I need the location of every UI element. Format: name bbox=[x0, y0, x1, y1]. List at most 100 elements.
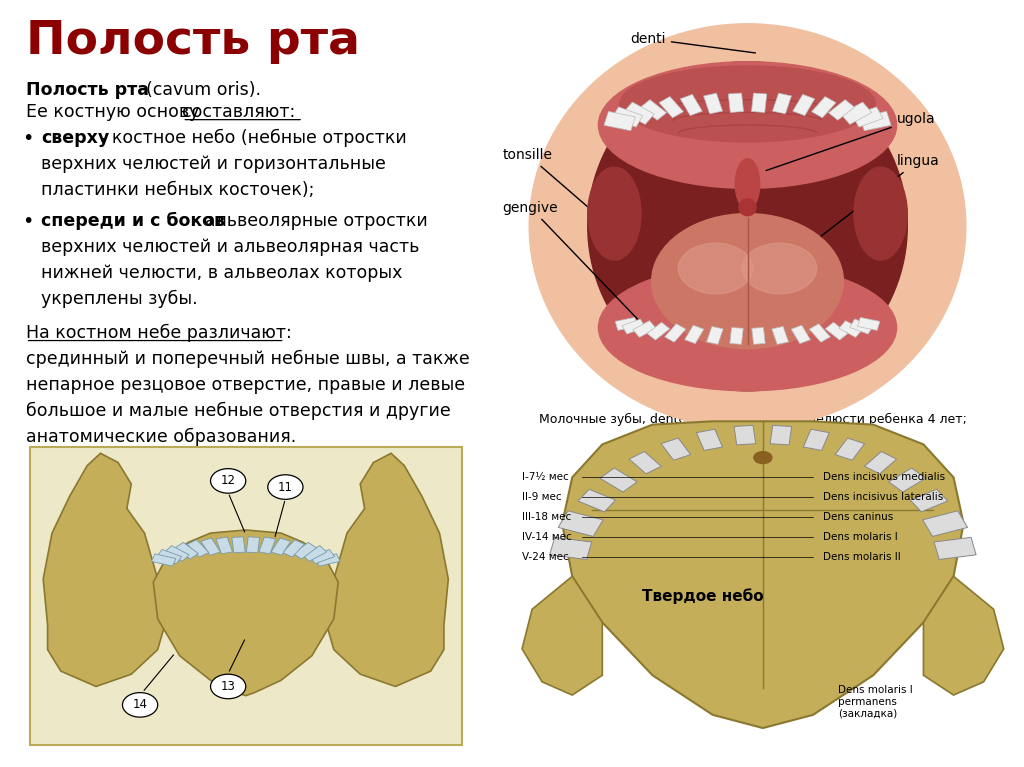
Text: ugola: ugola bbox=[766, 112, 935, 170]
Text: Ее костную основу: Ее костную основу bbox=[26, 103, 205, 120]
Text: II-9 мес: II-9 мес bbox=[522, 492, 561, 502]
Bar bbox=[923, 511, 968, 536]
Bar bbox=[247, 537, 260, 553]
Text: - альвеолярные отростки: - альвеолярные отростки bbox=[193, 212, 427, 229]
Ellipse shape bbox=[529, 24, 966, 429]
Text: III-18 мес: III-18 мес bbox=[522, 512, 571, 522]
Ellipse shape bbox=[678, 243, 753, 294]
Text: Молочные зубы, dentes decidui, верхней челюсти ребенка 4 лет;
                  : Молочные зубы, dentes decidui, верхней ч… bbox=[539, 413, 967, 441]
Bar bbox=[629, 452, 662, 474]
Bar bbox=[696, 430, 723, 450]
Bar bbox=[836, 438, 864, 460]
Bar bbox=[889, 468, 926, 492]
Polygon shape bbox=[154, 530, 338, 696]
Bar bbox=[647, 322, 670, 340]
Bar bbox=[152, 554, 176, 566]
Bar bbox=[558, 511, 603, 536]
Bar bbox=[850, 319, 873, 334]
Text: спереди и с боков: спереди и с боков bbox=[41, 212, 225, 230]
Text: •: • bbox=[23, 212, 34, 231]
Text: нижней челюсти, в альвеолах которых: нижней челюсти, в альвеолах которых bbox=[41, 264, 402, 281]
Bar bbox=[550, 538, 592, 559]
Bar bbox=[165, 545, 189, 561]
Circle shape bbox=[211, 674, 246, 699]
Polygon shape bbox=[43, 453, 167, 686]
Text: lingua: lingua bbox=[781, 154, 939, 267]
Bar bbox=[770, 426, 792, 445]
Ellipse shape bbox=[854, 167, 907, 260]
Ellipse shape bbox=[588, 62, 907, 391]
Bar bbox=[803, 430, 829, 450]
Text: Dens caninus: Dens caninus bbox=[823, 512, 893, 522]
Bar bbox=[812, 97, 836, 118]
Bar bbox=[793, 94, 815, 116]
Ellipse shape bbox=[735, 159, 760, 209]
Bar bbox=[302, 545, 327, 561]
Text: Dens molaris II: Dens molaris II bbox=[823, 551, 901, 561]
Text: пластинки небных косточек);: пластинки небных косточек); bbox=[41, 181, 314, 199]
Bar bbox=[728, 93, 743, 113]
Text: 11: 11 bbox=[278, 481, 293, 493]
Bar bbox=[665, 324, 686, 342]
Bar bbox=[600, 468, 637, 492]
Bar bbox=[680, 94, 702, 116]
Text: I-7½ мес: I-7½ мес bbox=[522, 472, 568, 482]
Text: (cavum oris).: (cavum oris). bbox=[146, 81, 261, 98]
Bar bbox=[633, 321, 656, 337]
Bar bbox=[752, 93, 767, 113]
Bar bbox=[216, 537, 232, 554]
Ellipse shape bbox=[739, 199, 756, 216]
Text: V-24 мес: V-24 мес bbox=[522, 551, 568, 561]
Bar bbox=[685, 325, 703, 344]
Bar bbox=[864, 452, 897, 474]
Ellipse shape bbox=[598, 61, 897, 189]
Text: Dens incisivus medialis: Dens incisivus medialis bbox=[823, 472, 945, 482]
Ellipse shape bbox=[620, 66, 876, 142]
Bar bbox=[828, 100, 854, 120]
Bar bbox=[772, 327, 788, 344]
Bar bbox=[934, 538, 976, 559]
Bar bbox=[659, 97, 683, 118]
Polygon shape bbox=[562, 421, 964, 728]
Bar bbox=[772, 93, 792, 114]
Bar bbox=[187, 540, 209, 557]
Text: верхних челюстей и горизонтальные: верхних челюстей и горизонтальные bbox=[41, 155, 386, 173]
Text: Dens molaris I
permanens
(закладка): Dens molaris I permanens (закладка) bbox=[838, 685, 912, 718]
Bar bbox=[612, 107, 643, 127]
Text: Dens incisivus lateralis: Dens incisivus lateralis bbox=[823, 492, 943, 502]
Bar bbox=[730, 328, 743, 344]
Text: Полость рта: Полость рта bbox=[26, 81, 148, 98]
Text: срединный и поперечный небные швы, а также: срединный и поперечный небные швы, а так… bbox=[26, 350, 469, 368]
Bar bbox=[839, 321, 862, 337]
Text: непарное резцовое отверстие, правые и левые: непарное резцовое отверстие, правые и ле… bbox=[26, 376, 465, 393]
Text: большое и малые небные отверстия и другие: большое и малые небные отверстия и други… bbox=[26, 402, 451, 420]
Bar bbox=[860, 111, 891, 130]
Bar bbox=[910, 489, 948, 512]
Bar bbox=[259, 537, 275, 554]
Circle shape bbox=[123, 693, 158, 717]
Polygon shape bbox=[924, 576, 1004, 695]
Bar bbox=[662, 438, 690, 460]
Polygon shape bbox=[522, 576, 602, 695]
Bar bbox=[809, 324, 830, 342]
Bar bbox=[752, 328, 765, 344]
Text: 14: 14 bbox=[132, 699, 147, 711]
Ellipse shape bbox=[598, 264, 897, 391]
Text: denti: denti bbox=[631, 31, 756, 53]
Bar bbox=[310, 549, 335, 564]
Bar bbox=[271, 538, 291, 555]
Text: Твердое небо: Твердое небо bbox=[642, 588, 764, 604]
Bar bbox=[315, 554, 340, 566]
Ellipse shape bbox=[742, 243, 817, 294]
Bar bbox=[707, 327, 723, 344]
Text: укреплены зубы.: укреплены зубы. bbox=[41, 290, 198, 308]
Ellipse shape bbox=[588, 167, 641, 260]
Text: tonsille: tonsille bbox=[503, 148, 591, 209]
Text: •: • bbox=[23, 129, 34, 148]
Bar bbox=[825, 322, 848, 340]
Bar bbox=[157, 549, 181, 564]
Bar bbox=[175, 542, 199, 559]
Bar bbox=[703, 93, 723, 114]
Bar bbox=[604, 111, 635, 130]
Text: gengive: gengive bbox=[503, 200, 650, 332]
